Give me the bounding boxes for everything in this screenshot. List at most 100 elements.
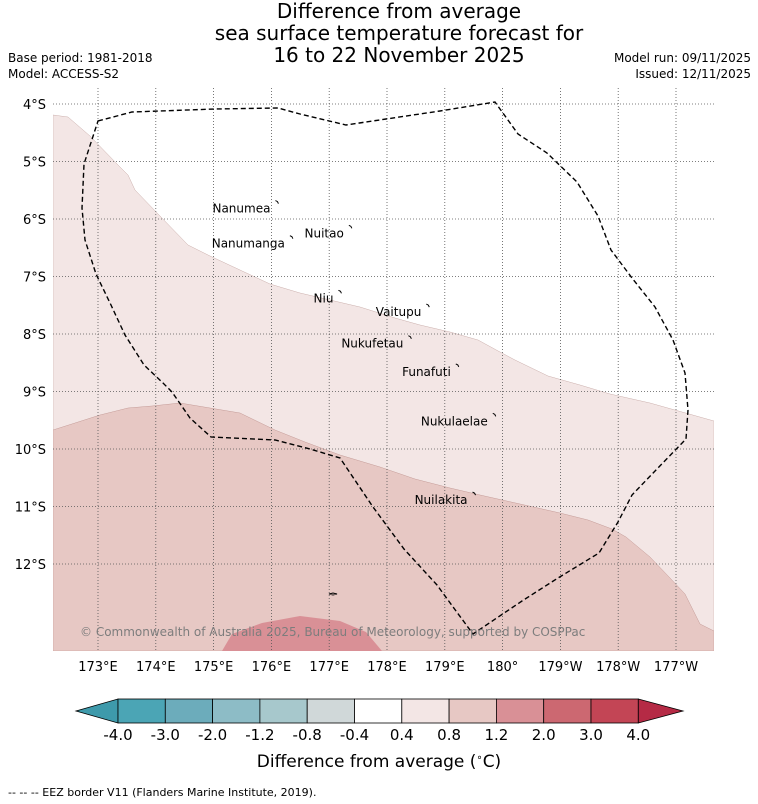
lon-tick-label: 177°W bbox=[654, 660, 698, 675]
colorbar-label-unit: C) bbox=[482, 752, 502, 772]
island-nuilakita: Nuilakita bbox=[415, 491, 476, 507]
colorbar-tick-label: 4.0 bbox=[626, 726, 650, 744]
lon-tick-label: 176°E bbox=[252, 660, 292, 675]
lon-tick-label: 179°E bbox=[425, 660, 465, 675]
island-outline bbox=[348, 224, 353, 229]
title-line-2: sea surface temperature forecast for bbox=[214, 21, 584, 45]
anomaly-band-1.2-2.0 bbox=[222, 616, 382, 651]
colorbar-tick-label: 2.0 bbox=[532, 726, 556, 744]
lon-tick-label: 174°E bbox=[136, 660, 176, 675]
colorbar-segment bbox=[117, 698, 166, 724]
lat-tick-label: 10°S bbox=[15, 443, 46, 458]
island-label: Nanumanga bbox=[212, 237, 285, 251]
lat-tick-label: 12°S bbox=[15, 558, 46, 573]
lon-tick-label: 179°W bbox=[538, 660, 582, 675]
colorbar-tick-label: 0.8 bbox=[437, 726, 461, 744]
colorbar-segment bbox=[354, 698, 403, 724]
lon-gridlines bbox=[97, 88, 677, 651]
colorbar-segment bbox=[401, 698, 450, 724]
colorbar-extend-low bbox=[74, 698, 119, 724]
lat-gridlines bbox=[53, 103, 714, 565]
title-line-3: 16 to 22 November 2025 bbox=[273, 43, 525, 67]
colorbar-segment bbox=[212, 698, 261, 724]
colorbar-segment bbox=[306, 698, 355, 724]
lon-tick-label: 177°E bbox=[309, 660, 349, 675]
island-label: Nukulaelae bbox=[421, 414, 488, 428]
island-funafuti: Funafuti bbox=[402, 363, 460, 379]
island-label: Nanumea bbox=[212, 202, 270, 216]
colorbar-tick-label: -0.8 bbox=[293, 726, 322, 744]
colorbar-segment bbox=[164, 698, 214, 724]
island-nukulaelae: Nukulaelae bbox=[421, 412, 497, 428]
island-vaitupu: Vaitupu bbox=[376, 303, 430, 319]
lat-tick-label: 4°S bbox=[23, 98, 46, 113]
colorbar-tick-label: -2.0 bbox=[198, 726, 227, 744]
lon-tick-label: 178°E bbox=[367, 660, 407, 675]
island-outline bbox=[492, 412, 497, 417]
lon-tick-label: 175°E bbox=[194, 660, 234, 675]
eez-footnote: -- -- -- EEZ border V11 (Flanders Marine… bbox=[8, 786, 317, 799]
lon-tick-label: 173°E bbox=[78, 660, 118, 675]
island-label: Niu bbox=[314, 291, 334, 305]
lat-tick-label: 7°S bbox=[23, 271, 46, 286]
island-labels: Nanumea Nuitao Nanumanga Niu Vaitupu Nukufeta… bbox=[212, 200, 497, 507]
colorbar-label-text: Difference from average ( bbox=[256, 752, 477, 772]
colorbar-tick-label: -3.0 bbox=[151, 726, 180, 744]
island-label: Funafuti bbox=[402, 365, 451, 379]
island-label: Nuitao bbox=[305, 226, 344, 240]
lat-axis-labels: 4°S 5°S 6°S 7°S 8°S 9°S 10°S 11°S 12°S bbox=[15, 98, 46, 573]
eez-border bbox=[81, 101, 689, 635]
colorbar-segment bbox=[259, 698, 308, 724]
colorbar-tick-label: -1.2 bbox=[245, 726, 274, 744]
island-nuitao: Nuitao bbox=[305, 224, 353, 240]
issued-date: Issued: 12/11/2025 bbox=[635, 67, 751, 81]
island-niu: Niu bbox=[314, 289, 342, 305]
island-outline bbox=[472, 491, 476, 496]
island-nanumea: Nanumea bbox=[212, 200, 279, 216]
island-outline bbox=[408, 335, 412, 339]
colorbar-extend-high bbox=[637, 698, 685, 724]
lon-tick-label: 178°W bbox=[596, 660, 640, 675]
model-name: Model: ACCESS-S2 bbox=[8, 67, 120, 81]
island-label: Nukufetau bbox=[341, 337, 403, 351]
anomaly-band-0.8-1.2 bbox=[53, 402, 714, 651]
island-outline bbox=[289, 235, 294, 239]
title-line-1: Difference from average bbox=[276, 0, 522, 23]
colorbar-tick-label: 0.4 bbox=[390, 726, 414, 744]
lon-tick-label: 180° bbox=[487, 660, 518, 675]
island-outline bbox=[455, 363, 460, 368]
island-nanumanga: Nanumanga bbox=[212, 235, 294, 251]
lat-tick-label: 6°S bbox=[23, 213, 46, 228]
meta-right: Model run: 09/11/2025 Issued: 12/11/2025 bbox=[614, 50, 751, 82]
colorbar: -4.0 -3.0 -2.0 -1.2 -0.8 -0.4 0.4 0.8 1.2 2.0 3.0 4… bbox=[74, 698, 685, 744]
lat-tick-label: 9°S bbox=[23, 386, 46, 401]
island-label: Vaitupu bbox=[376, 305, 422, 319]
lat-tick-label: 11°S bbox=[15, 501, 46, 516]
lat-tick-label: 8°S bbox=[23, 328, 46, 343]
island-label: Nuilakita bbox=[415, 493, 468, 507]
island-outline bbox=[275, 200, 279, 204]
colorbar-label: Difference from average (∘C) bbox=[0, 752, 758, 772]
colorbar-tick-label: 1.2 bbox=[484, 726, 508, 744]
small-island-outline bbox=[328, 592, 338, 596]
colorbar-tick-label: -0.4 bbox=[340, 726, 369, 744]
colorbar-segment bbox=[543, 698, 592, 724]
degree-symbol: ∘ bbox=[476, 752, 483, 764]
island-outline bbox=[426, 303, 430, 308]
island-nukufetau: Nukufetau bbox=[341, 335, 412, 351]
lon-axis-labels: 173°E 174°E 175°E 176°E 177°E 178°E 179°E 180° 1… bbox=[78, 660, 698, 675]
colorbar-segment bbox=[590, 698, 639, 724]
map-plot-area: Nanumea Nuitao Nanumanga Niu Vaitupu Nukufeta… bbox=[53, 88, 714, 651]
colorbar-segment bbox=[448, 698, 497, 724]
model-run: Model run: 09/11/2025 bbox=[613, 51, 751, 65]
copyright-notice: © Commonwealth of Australia 2025, Bureau… bbox=[80, 625, 585, 639]
colorbar-tick-label: 3.0 bbox=[579, 726, 603, 744]
lat-tick-label: 5°S bbox=[23, 156, 46, 171]
colorbar-tick-label: -4.0 bbox=[103, 726, 132, 744]
meta-left: Base period: 1981-2018 Model: ACCESS-S2 bbox=[8, 50, 153, 82]
colorbar-segment bbox=[495, 698, 545, 724]
chart-title: Difference from average sea surface temp… bbox=[0, 0, 758, 66]
base-period: Base period: 1981-2018 bbox=[8, 51, 153, 65]
island-outline bbox=[338, 289, 342, 294]
